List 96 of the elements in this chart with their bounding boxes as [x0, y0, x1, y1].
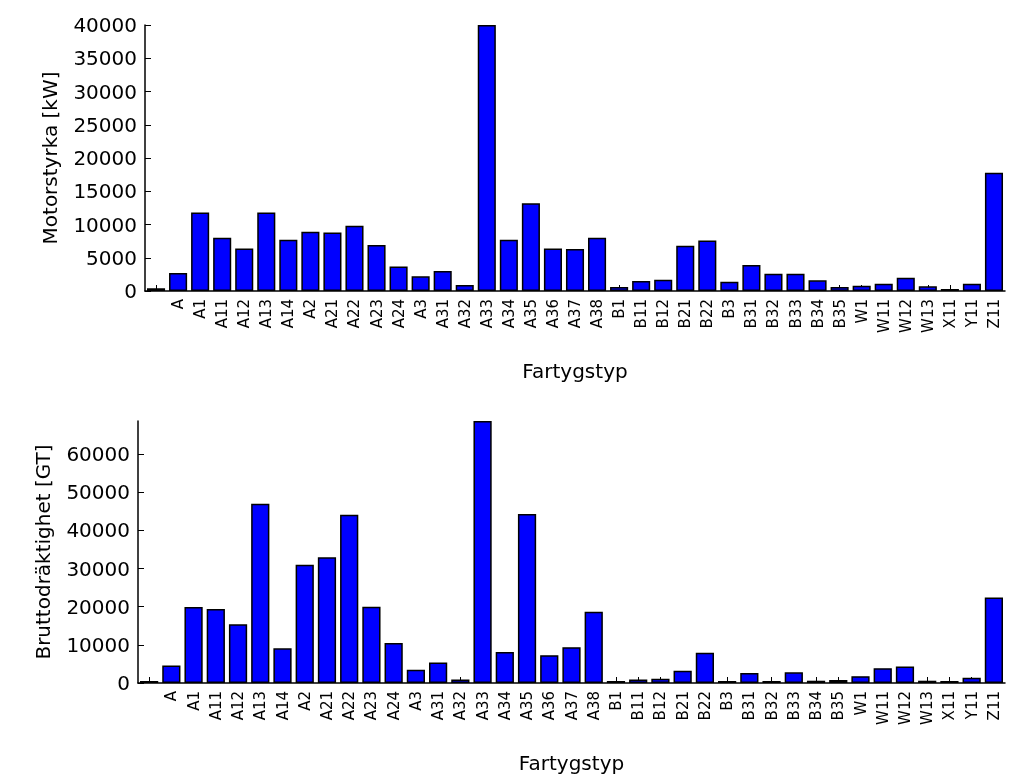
- x-tick-label: A3: [406, 691, 425, 711]
- y-tick-label: 50000: [66, 480, 130, 505]
- y-tick-label: 5000: [86, 245, 137, 270]
- x-tick-label: B35: [829, 691, 848, 721]
- x-tick-label: Y11: [962, 691, 981, 721]
- x-tick-label: A14: [273, 691, 292, 721]
- x-tick-label: A12: [229, 691, 248, 721]
- x-tick-label: A24: [384, 691, 403, 721]
- x-tick-label: Z11: [984, 299, 1003, 329]
- x-tick-label: B31: [740, 691, 759, 721]
- x-tick-label: B11: [629, 691, 648, 721]
- x-tick-label: W13: [918, 691, 937, 725]
- x-tick-label: B1: [606, 691, 625, 711]
- x-tick-label: A32: [451, 691, 470, 721]
- y-tick-label: 40000: [66, 518, 130, 543]
- x-tick-label: B33: [786, 299, 805, 329]
- x-tick-label: W1: [851, 691, 870, 716]
- y-tick-label: 0: [117, 671, 130, 695]
- x-tick-label: A2: [301, 299, 320, 319]
- x-tick-label: B3: [718, 691, 737, 711]
- x-tick-label: A23: [362, 691, 381, 721]
- y-axis-title: Motorstyrka [kW]: [38, 71, 62, 245]
- x-tick-label: B11: [632, 299, 651, 329]
- y-tick-label: 0: [124, 279, 137, 303]
- x-tick-label: A14: [279, 299, 298, 329]
- x-tick-label: A33: [477, 299, 496, 329]
- y-tick-label: 20000: [73, 146, 137, 170]
- x-axis-title: Fartygstyp: [522, 359, 628, 383]
- y-tick-label: 15000: [73, 179, 137, 204]
- x-tick-label: A11: [213, 299, 232, 329]
- x-tick-label: A38: [588, 299, 607, 329]
- x-tick-label: A35: [518, 691, 537, 721]
- x-tick-label: A33: [473, 691, 492, 721]
- x-tick-label: B21: [673, 691, 692, 721]
- x-tick-label: A: [169, 298, 188, 310]
- x-tick-label: A22: [340, 691, 359, 721]
- x-tick-label: A3: [411, 299, 430, 319]
- x-tick-label: A34: [495, 691, 514, 721]
- x-tick-label: A22: [345, 299, 364, 329]
- x-tick-label: B33: [784, 691, 803, 721]
- x-tick-label: B3: [720, 299, 739, 319]
- x-tick-label: B12: [654, 299, 673, 329]
- x-tick-label: B34: [807, 691, 826, 721]
- x-tick-label: A1: [191, 299, 210, 319]
- y-tick-label: 20000: [66, 594, 130, 619]
- x-tick-label: A35: [521, 299, 540, 329]
- x-tick-label: A36: [540, 691, 559, 721]
- x-tick-label: A31: [429, 691, 448, 721]
- x-tick-label: Z11: [984, 691, 1003, 721]
- x-tick-label: W1: [852, 299, 871, 324]
- x-tick-label: B34: [808, 299, 827, 329]
- y-tick-label: 35000: [73, 46, 137, 71]
- x-tick-label: W12: [895, 691, 914, 725]
- x-tick-label: A1: [184, 691, 203, 711]
- y-tick-label: 10000: [73, 212, 137, 237]
- x-tick-label: W11: [873, 691, 892, 725]
- x-tick-label: A36: [543, 299, 562, 329]
- x-tick-label: B22: [695, 691, 714, 721]
- x-tick-label: A13: [257, 299, 276, 329]
- x-tick-label: B32: [762, 691, 781, 721]
- x-tick-label: A2: [295, 691, 314, 711]
- y-tick-label: 30000: [73, 79, 137, 104]
- y-tick-label: 40000: [73, 13, 137, 37]
- x-axis-title: Fartygstyp: [518, 751, 625, 775]
- x-tick-label: A32: [455, 299, 474, 329]
- x-tick-label: X11: [940, 691, 959, 721]
- x-tick-label: A11: [206, 691, 225, 721]
- x-tick-label: A37: [566, 299, 584, 329]
- x-tick-label: A23: [367, 299, 386, 329]
- x-tick-label: B35: [830, 299, 849, 329]
- x-tick-label: B12: [651, 691, 670, 721]
- x-tick-label: B22: [698, 299, 717, 329]
- x-tick-label: A21: [317, 691, 336, 721]
- y-tick-label: 25000: [73, 112, 137, 137]
- x-tick-label: A24: [389, 299, 408, 329]
- x-tick-label: B1: [610, 299, 629, 319]
- x-tick-label: B21: [676, 299, 695, 329]
- x-tick-label: A13: [251, 691, 270, 721]
- x-tick-label: A: [162, 690, 181, 702]
- x-tick-label: B32: [764, 299, 783, 329]
- y-tick-label: 10000: [66, 632, 130, 657]
- x-tick-label: W13: [918, 299, 937, 333]
- x-tick-label: B31: [742, 299, 761, 329]
- y-axis-title: Bruttodräktighet [GT]: [31, 444, 55, 660]
- x-tick-label: X11: [940, 299, 959, 329]
- x-tick-label: A21: [323, 299, 342, 329]
- x-tick-label: W11: [874, 299, 893, 333]
- x-tick-label: A12: [235, 299, 254, 329]
- x-tick-label: A31: [433, 299, 452, 329]
- x-tick-label: Y11: [962, 299, 981, 329]
- x-tick-label: W12: [896, 299, 915, 333]
- x-tick-label: A38: [584, 691, 603, 721]
- y-tick-label: 30000: [66, 556, 130, 581]
- x-tick-label: A34: [499, 299, 518, 329]
- x-tick-label: A37: [562, 691, 581, 721]
- y-tick-label: 60000: [66, 442, 130, 467]
